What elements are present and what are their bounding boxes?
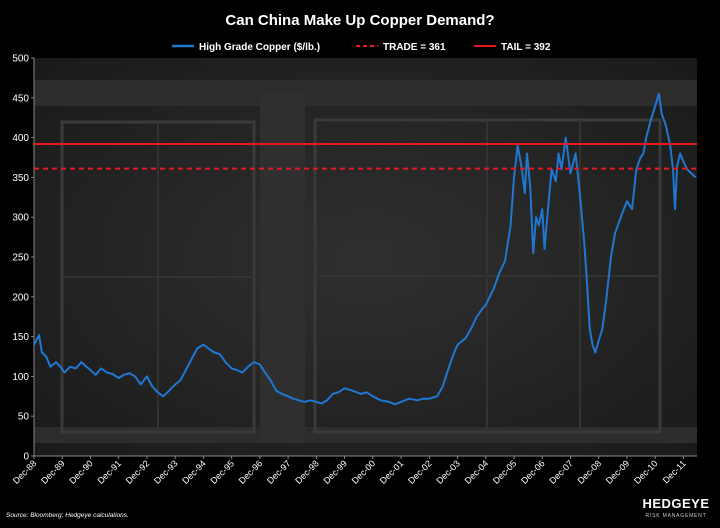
y-tick-label: 300 <box>12 213 29 224</box>
y-tick-label: 400 <box>12 133 29 144</box>
x-tick-label: Dec-00 <box>350 458 378 486</box>
x-tick-label: Dec-03 <box>434 458 462 486</box>
y-tick-label: 250 <box>12 253 29 264</box>
x-tick-label: Dec-09 <box>604 458 632 486</box>
x-tick-label: Dec-99 <box>321 458 349 486</box>
legend-label-tail: TAIL = 392 <box>501 42 551 53</box>
source-note: Source: Bloomberg; Hedgeye calculations. <box>6 512 129 519</box>
hedgeye-logo: HEDGEYE RISK MANAGEMENT <box>642 496 709 519</box>
legend-label-trade: TRADE = 361 <box>383 42 446 53</box>
x-tick-label: Dec-89 <box>39 458 67 486</box>
x-tick-label: Dec-94 <box>180 458 208 486</box>
x-tick-label: Dec-04 <box>463 458 491 486</box>
x-tick-label: Dec-06 <box>519 458 547 486</box>
logo-subtext: RISK MANAGEMENT <box>646 513 707 519</box>
x-tick-label: Dec-10 <box>632 458 660 486</box>
x-tick-label: Dec-11 <box>661 458 688 485</box>
x-tick-label: Dec-08 <box>576 458 604 486</box>
x-tick-label: Dec-01 <box>378 458 406 486</box>
chart-title: Can China Make Up Copper Demand? <box>225 12 494 29</box>
y-tick-label: 100 <box>12 372 29 383</box>
x-tick-label: Dec-92 <box>124 458 152 486</box>
y-tick-label: 150 <box>12 332 29 343</box>
x-tick-label: Dec-07 <box>547 458 575 486</box>
legend-item-trade: TRADE = 361 <box>356 42 446 53</box>
legend-item-tail: TAIL = 392 <box>474 42 551 53</box>
y-tick-label: 450 <box>12 93 29 104</box>
y-axis: 0 50 100 150 200 250 300 350 400 450 500 <box>12 54 35 463</box>
y-tick-label: 350 <box>12 173 29 184</box>
logo-text: HEDGEYE <box>642 496 709 511</box>
x-tick-label: Dec-98 <box>293 458 321 486</box>
legend-label-copper: High Grade Copper ($/lb.) <box>199 42 320 53</box>
y-tick-label: 50 <box>18 412 30 423</box>
x-tick-label: Dec-91 <box>96 458 124 486</box>
x-tick-label: Dec-95 <box>208 458 236 486</box>
x-tick-label: Dec-96 <box>237 458 265 486</box>
copper-price-line <box>33 92 697 406</box>
y-tick-label: 0 <box>23 452 29 463</box>
series-layer <box>33 92 697 406</box>
legend-item-copper: High Grade Copper ($/lb.) <box>172 42 320 53</box>
x-tick-label: Dec-97 <box>265 458 293 486</box>
x-axis: Dec-88 Dec-89 Dec-90 Dec-91 Dec-92 Dec-93 Dec-… <box>11 455 697 486</box>
plot-background <box>34 58 697 456</box>
legend: High Grade Copper ($/lb.) TRADE = 361 TA… <box>172 42 551 53</box>
y-tick-label: 200 <box>12 292 29 303</box>
x-tick-label: Dec-90 <box>67 458 95 486</box>
x-tick-label: Dec-05 <box>491 458 519 486</box>
x-tick-label: Dec-02 <box>406 458 434 486</box>
x-tick-label: Dec-93 <box>152 458 180 486</box>
y-tick-label: 500 <box>12 54 29 65</box>
